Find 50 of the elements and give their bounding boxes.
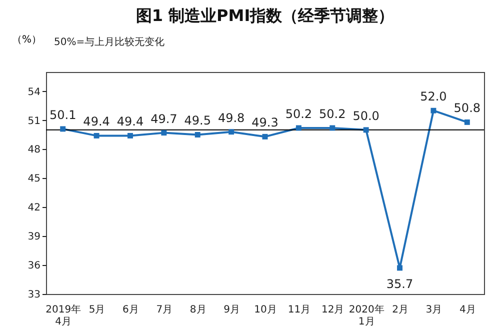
text: 50.8 — [454, 101, 481, 116]
point — [228, 129, 234, 135]
point — [430, 108, 436, 114]
x-tick-label: 12月 — [322, 304, 344, 316]
point — [330, 125, 336, 131]
text: 52.0 — [420, 90, 447, 104]
text: 49.8 — [218, 110, 245, 125]
text: 49.4 — [116, 114, 144, 129]
point — [464, 119, 470, 125]
point — [363, 127, 369, 133]
y-tick-label: 48 — [28, 144, 40, 156]
point — [161, 130, 167, 136]
y-tick-label: 45 — [28, 174, 40, 185]
text: 50.2 — [319, 106, 346, 121]
x-tick-label: 6月 — [122, 304, 139, 316]
text: 50.0 — [352, 108, 380, 123]
x-tick-label: 9月 — [224, 304, 240, 316]
point — [194, 132, 200, 138]
y-tick-label: 33 — [28, 290, 40, 300]
text: 49.5 — [184, 114, 211, 128]
text: 50.2 — [285, 106, 312, 121]
text: 35.7 — [386, 276, 414, 291]
point — [127, 132, 133, 138]
x-tick-label: 11月 — [288, 304, 311, 316]
x-tick-label: 7月 — [156, 304, 173, 316]
x-tick-label: 10月 — [254, 304, 277, 316]
y-tick-label: 39 — [28, 232, 40, 243]
y-tick-label: 54 — [28, 86, 40, 98]
x-tick-label: 8月 — [190, 304, 206, 316]
y-tick-label: 36 — [28, 260, 40, 272]
text: 49.3 — [252, 116, 278, 130]
point — [60, 126, 66, 132]
x-tick-label: 5月 — [88, 304, 106, 316]
point — [262, 134, 268, 140]
y-tick-label: 42 — [28, 202, 40, 214]
y-axis-title: （%） — [12, 34, 42, 46]
x-tick-label: 2020年 1月 — [348, 304, 384, 328]
point — [94, 132, 100, 138]
x-tick-label: 4月 — [459, 304, 476, 316]
text: 49.4 — [83, 114, 110, 129]
text: 50.1 — [49, 108, 76, 122]
x-tick-label: 2月 — [392, 304, 408, 316]
point — [397, 265, 403, 271]
chart-title: 图1 制造业PMI指数（经季节调整） — [136, 6, 394, 25]
text: 50%=与上月比较无变化 — [54, 36, 165, 48]
x-tick-label: 2019年 4月 — [46, 304, 82, 328]
point — [296, 125, 302, 131]
y-tick-label: 51 — [28, 116, 40, 127]
x-tick-label: 3月 — [426, 304, 442, 316]
text: 49.7 — [150, 112, 178, 126]
